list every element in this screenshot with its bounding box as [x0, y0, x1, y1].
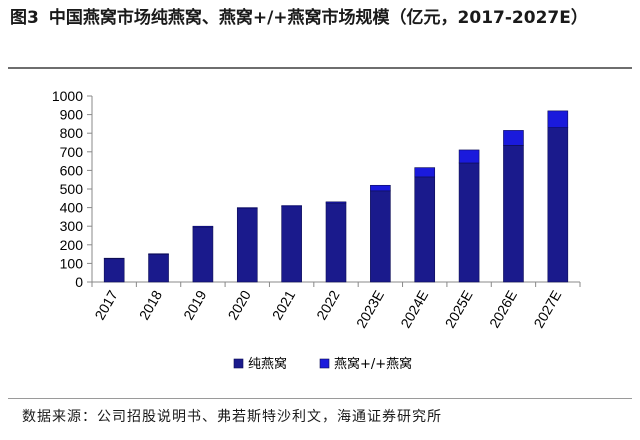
y-tick-label: 600	[60, 162, 84, 178]
source-note: 数据来源：公司招股说明书、弗若斯特沙利文，海通证券研究所	[22, 409, 442, 425]
bar-bird-nest-plus	[103, 257, 125, 260]
x-tick-label: 2025E	[442, 288, 476, 331]
y-tick-labels: 0 100 200 300 400 500 600 700 800 900 1000	[52, 88, 83, 290]
bar-pure-bird-nest	[236, 208, 258, 283]
legend-swatch	[233, 358, 244, 369]
y-tick-label: 0	[75, 274, 83, 290]
x-tick-label: 2021	[269, 287, 299, 322]
x-tick-label: 2022	[313, 287, 343, 322]
bar-bird-nest-plus	[325, 201, 347, 204]
y-tick-label: 1000	[52, 88, 83, 104]
y-tick-label: 200	[60, 237, 84, 253]
x-tick-label: 2017	[91, 287, 121, 322]
title-divider	[8, 67, 632, 69]
y-tick-label: 400	[60, 200, 84, 216]
x-tick-label: 2018	[136, 287, 166, 322]
bar-chart: 2017 2018 2019 2020 2021 2022 2023E 2024E 2025E 2…	[52, 88, 581, 372]
bar-bird-nest-plus	[503, 130, 524, 146]
bar-pure-bird-nest	[148, 254, 169, 283]
bar-pure-bird-nest	[458, 162, 480, 283]
y-tick-label: 500	[60, 181, 84, 197]
bar-bird-nest-plus	[192, 225, 214, 228]
legend-label: 燕窝+/+燕窝	[334, 356, 412, 372]
x-tick-label: 2027E	[530, 288, 564, 331]
bar-bird-nest-plus	[236, 207, 258, 209]
x-tick-label: 2020	[224, 287, 254, 322]
bar-pure-bird-nest	[547, 127, 569, 283]
bar-bird-nest-plus	[281, 205, 302, 207]
bar-bird-nest-plus	[148, 253, 169, 255]
bar-pure-bird-nest	[414, 176, 436, 283]
source-divider	[8, 398, 632, 399]
y-tick-label: 300	[60, 218, 84, 234]
x-tick-label: 2023E	[353, 288, 387, 331]
bar-bird-nest-plus	[370, 184, 391, 192]
legend-label: 纯燕窝	[248, 356, 287, 372]
bar-bird-nest-plus	[414, 167, 436, 178]
y-tick-label: 900	[60, 107, 84, 123]
y-tick-label: 700	[60, 144, 84, 160]
x-tick-labels: 2017 2018 2019 2020 2021 2022 2023E 2024E 2025E 2…	[91, 287, 564, 330]
figure-title-text: 中国燕窝市场纯燕窝、燕窝+/+燕窝市场规模（亿元，2017-2027E）	[48, 8, 588, 28]
bar-pure-bird-nest	[325, 202, 347, 283]
x-tick-label: 2024E	[397, 288, 431, 331]
bar-pure-bird-nest	[103, 258, 125, 283]
bar-bird-nest-plus	[547, 110, 569, 128]
bar-pure-bird-nest	[281, 206, 302, 283]
y-tick-label: 800	[60, 125, 84, 141]
figure-label: 图3	[10, 8, 39, 28]
bar-pure-bird-nest	[370, 190, 391, 283]
legend-swatch	[319, 358, 330, 369]
chart-bars	[103, 110, 569, 283]
bar-bird-nest-plus	[458, 149, 480, 164]
y-tick-label: 100	[60, 255, 84, 271]
bar-pure-bird-nest	[192, 226, 214, 283]
chart-legend: 纯燕窝 燕窝+/+燕窝	[233, 356, 412, 372]
chart-title: 图3 中国燕窝市场纯燕窝、燕窝+/+燕窝市场规模（亿元，2017-2027E）	[10, 6, 630, 30]
x-tick-label: 2026E	[486, 288, 520, 331]
bar-pure-bird-nest	[503, 144, 524, 283]
x-tick-label: 2019	[180, 287, 210, 322]
